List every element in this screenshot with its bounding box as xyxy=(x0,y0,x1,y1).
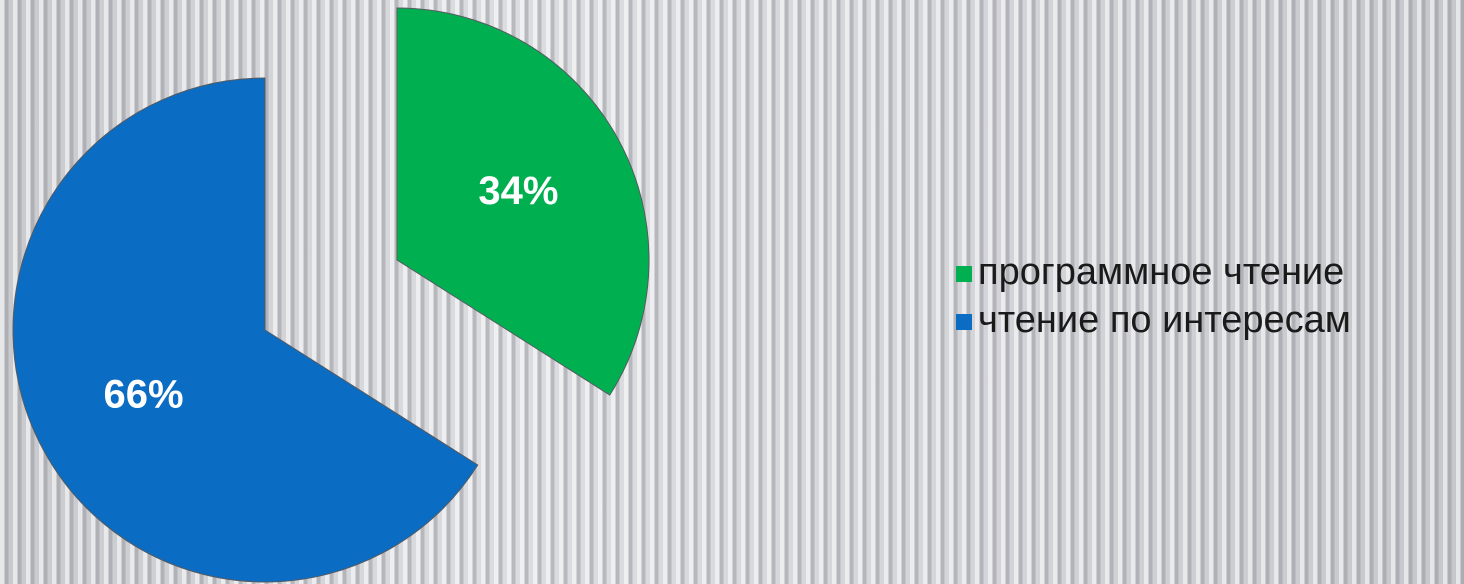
legend-swatch-blue xyxy=(956,314,972,330)
data-label-programmnoe: 34% xyxy=(478,169,558,213)
data-label-interesy: 66% xyxy=(104,372,184,416)
legend-label-interesy: чтение по интересам xyxy=(978,299,1351,341)
pie-slices xyxy=(12,7,650,583)
pie-slice-interesy xyxy=(12,77,479,583)
legend-label-programmnoe: программное чтение xyxy=(978,251,1345,293)
legend-item-programmnoe: программное чтение xyxy=(956,248,1351,296)
pie-data-labels: 34% 66% xyxy=(104,169,559,417)
legend-item-interesy: чтение по интересам xyxy=(956,296,1351,344)
legend-swatch-green xyxy=(956,266,972,282)
pie-slice-programmnoe xyxy=(396,7,650,396)
chart-legend: программное чтение чтение по интересам xyxy=(956,248,1351,344)
